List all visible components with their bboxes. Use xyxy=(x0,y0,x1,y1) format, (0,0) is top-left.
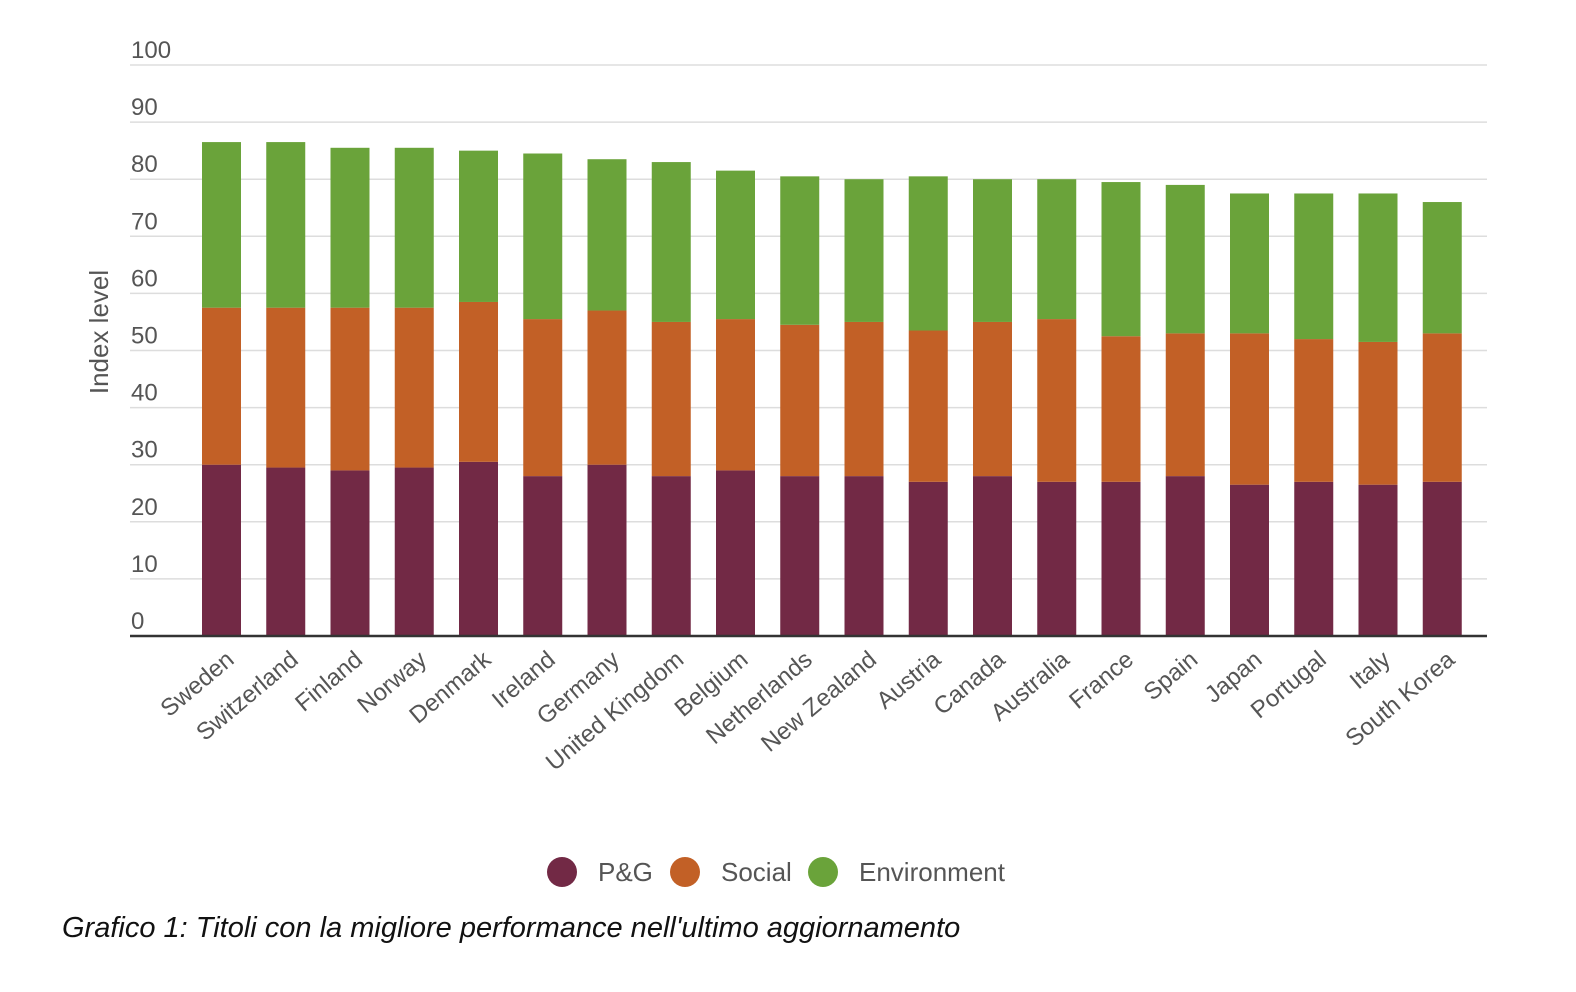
bar-segment-social-belgium xyxy=(716,319,755,471)
y-tick-label: 100 xyxy=(131,37,171,64)
bar-segment-environment-denmark xyxy=(459,150,498,302)
bar-segment-environment-belgium xyxy=(716,170,755,320)
y-tick-label: 50 xyxy=(131,323,158,350)
bar-segment-p-g-south-korea xyxy=(1422,481,1462,636)
bar-segment-p-g-japan xyxy=(1230,484,1269,636)
bar-segment-p-g-spain xyxy=(1165,476,1205,636)
x-tick-label: France xyxy=(1064,646,1139,715)
bar-segment-environment-new-zealand xyxy=(844,179,884,322)
bar-segment-social-norway xyxy=(394,307,434,468)
bar-segment-p-g-finland xyxy=(330,470,370,636)
legend-swatch xyxy=(547,857,577,887)
bar-segment-social-new-zealand xyxy=(844,321,884,477)
bar-segment-environment-italy xyxy=(1358,193,1398,342)
bar-segment-p-g-norway xyxy=(394,467,434,636)
bar-segment-environment-finland xyxy=(330,147,370,308)
legend-label: Environment xyxy=(859,857,1006,887)
bar-segment-social-japan xyxy=(1230,333,1269,485)
bar-segment-p-g-australia xyxy=(1037,481,1077,636)
bar-segment-p-g-belgium xyxy=(716,470,755,636)
bar-segment-environment-australia xyxy=(1037,179,1077,320)
bar-segment-p-g-denmark xyxy=(459,461,498,636)
bar-segment-social-south-korea xyxy=(1422,333,1462,482)
legend: P&G Social Environment xyxy=(547,857,1006,887)
bar-segment-social-australia xyxy=(1037,319,1077,482)
y-axis-label: Index level xyxy=(84,270,114,394)
bar-segment-p-g-austria xyxy=(908,481,948,636)
bar-segment-environment-spain xyxy=(1165,184,1205,334)
x-tick-label: Spain xyxy=(1139,646,1203,706)
bar-segment-social-portugal xyxy=(1294,339,1334,482)
x-tick-label: Finland xyxy=(290,646,368,717)
bar-segment-environment-japan xyxy=(1230,193,1269,334)
y-tick-label: 80 xyxy=(131,151,158,178)
bar-segment-social-denmark xyxy=(459,301,498,462)
bar-segment-p-g-italy xyxy=(1358,484,1398,636)
bar-segment-social-germany xyxy=(587,310,627,465)
bar-segment-social-canada xyxy=(973,321,1012,477)
bar-segment-environment-sweden xyxy=(202,142,241,308)
y-tick-label: 40 xyxy=(131,380,158,407)
y-tick-label: 10 xyxy=(131,551,158,578)
bar-segment-environment-canada xyxy=(973,179,1012,322)
y-tick-label: 70 xyxy=(131,208,158,235)
y-tick-label: 20 xyxy=(131,494,158,521)
y-tick-label: 30 xyxy=(131,437,158,464)
stacked-bar-chart: 0 10 20 30 40 50 60 70 80 90 100 Index level Swede… xyxy=(84,37,1487,887)
figure-caption: Grafico 1: Titoli con la migliore perfor… xyxy=(62,912,961,944)
bar-segment-p-g-switzerland xyxy=(266,467,306,636)
x-axis-labels: SwedenSwitzerlandFinlandNorwayDenmarkIre… xyxy=(156,645,1461,776)
legend-label: Social xyxy=(721,857,792,887)
y-axis-ticks: 0 10 20 30 40 50 60 70 80 90 100 xyxy=(131,37,171,635)
bar-segment-p-g-netherlands xyxy=(780,476,820,636)
bar-segment-environment-ireland xyxy=(523,153,563,320)
x-tick-label: Italy xyxy=(1345,646,1396,695)
bar-segment-p-g-germany xyxy=(587,464,627,636)
y-tick-label: 90 xyxy=(131,94,158,121)
legend-label: P&G xyxy=(598,857,653,887)
bar-segment-social-spain xyxy=(1165,333,1205,477)
bar-segment-social-austria xyxy=(908,330,948,482)
bar-segment-environment-south-korea xyxy=(1422,202,1462,334)
bar-segment-social-netherlands xyxy=(780,324,820,477)
y-tick-label: 0 xyxy=(131,608,144,635)
bar-segment-social-finland xyxy=(330,307,370,471)
bar-segment-p-g-united-kingdom xyxy=(651,476,691,636)
bar-segment-environment-united-kingdom xyxy=(651,162,691,322)
bar-segment-p-g-portugal xyxy=(1294,481,1334,636)
bar-segment-social-france xyxy=(1101,336,1141,482)
bar-segment-environment-france xyxy=(1101,182,1141,337)
bar-segment-environment-switzerland xyxy=(266,142,306,308)
bar-segment-social-sweden xyxy=(202,307,241,465)
bar-segment-environment-netherlands xyxy=(780,176,820,325)
bar-segment-p-g-ireland xyxy=(523,476,563,636)
bar-segment-social-united-kingdom xyxy=(651,321,691,477)
legend-swatch xyxy=(670,857,700,887)
bar-segment-p-g-sweden xyxy=(202,464,241,636)
bar-segment-p-g-france xyxy=(1101,481,1141,636)
bar-segment-p-g-new-zealand xyxy=(844,476,884,636)
y-tick-label: 60 xyxy=(131,265,158,292)
legend-swatch xyxy=(808,857,838,887)
bar-segment-environment-austria xyxy=(908,176,948,331)
bar-segment-social-switzerland xyxy=(266,307,306,468)
bar-segment-environment-portugal xyxy=(1294,193,1334,340)
bar-segment-social-italy xyxy=(1358,341,1398,485)
bar-segment-p-g-canada xyxy=(973,476,1012,636)
bars xyxy=(202,142,1462,636)
bar-segment-environment-germany xyxy=(587,159,627,311)
bar-segment-environment-norway xyxy=(394,147,434,308)
bar-segment-social-ireland xyxy=(523,319,563,477)
